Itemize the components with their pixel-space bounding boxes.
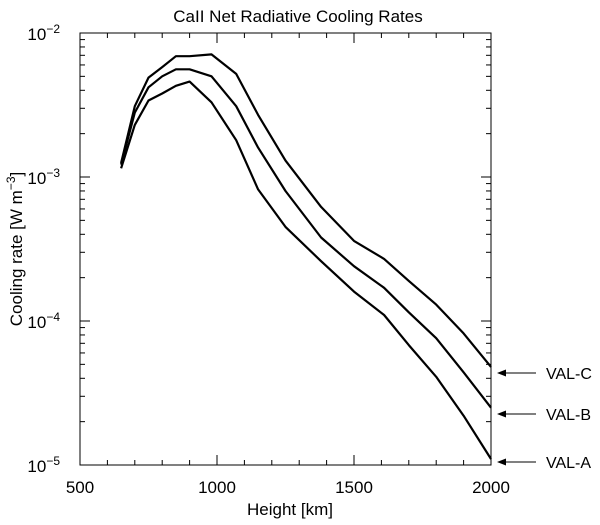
annotation-label-val-b: VAL-B (546, 407, 591, 424)
chart-title: CaII Net Radiative Cooling Rates (173, 7, 422, 26)
annotation-label-val-a: VAL-A (546, 455, 591, 472)
arrowhead-val-a (497, 458, 506, 466)
x-tick-label: 500 (66, 478, 94, 497)
plot-frame (79, 32, 492, 466)
arrowhead-val-b (497, 410, 506, 418)
x-axis-label: Height [km] (247, 500, 333, 519)
x-tick-label: 2000 (472, 478, 510, 497)
axis-ticks (79, 32, 492, 466)
y-axis-label: Cooling rate [W m−3] (4, 172, 26, 326)
annotation-label-val-c: VAL-C (546, 366, 592, 383)
arrowhead-val-c (497, 369, 506, 377)
y-tick-label: 10−4 (27, 310, 60, 332)
y-tick-labels: 10−2 10−3 10−4 10−5 (27, 22, 60, 476)
annotation-val-c: VAL-C (497, 366, 592, 383)
series-line-val-b (120, 68, 492, 409)
x-tick-labels: 500 1000 1500 2000 (66, 478, 510, 497)
series-line-val-c (120, 53, 492, 368)
x-tick-label: 1000 (198, 478, 236, 497)
x-tick-label: 1500 (335, 478, 373, 497)
annotation-val-b: VAL-B (497, 407, 591, 424)
y-tick-label: 10−2 (27, 22, 60, 44)
annotation-val-a: VAL-A (497, 455, 591, 472)
series-line-val-a (120, 80, 492, 460)
y-tick-label: 10−5 (27, 454, 60, 476)
y-tick-label: 10−3 (27, 166, 60, 188)
